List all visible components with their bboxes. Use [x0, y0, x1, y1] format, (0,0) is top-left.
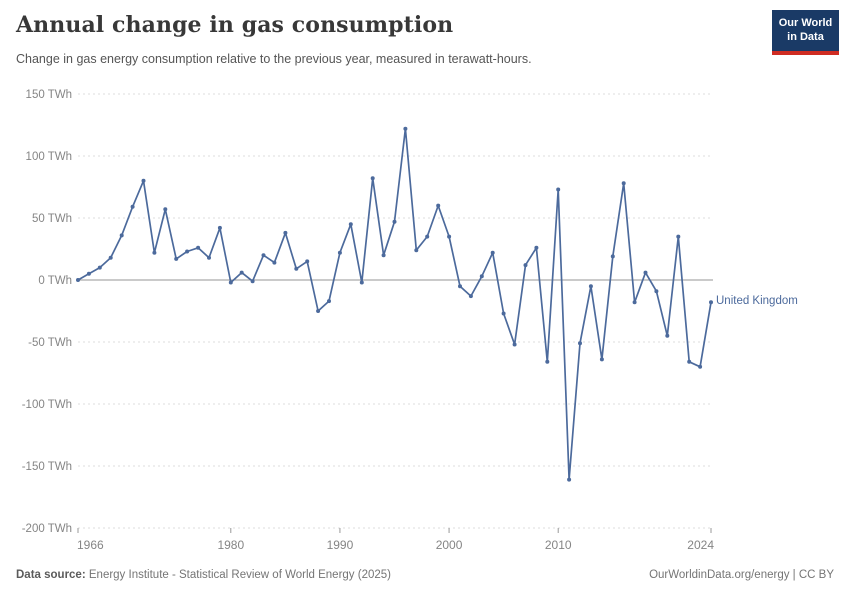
svg-text:-50 TWh: -50 TWh — [28, 337, 72, 349]
svg-text:-200 TWh: -200 TWh — [22, 523, 72, 535]
svg-text:1990: 1990 — [327, 538, 354, 552]
owid-logo-line2: in Data — [787, 31, 824, 44]
chart-title: Annual change in gas consumption — [16, 12, 454, 38]
svg-text:1966: 1966 — [77, 538, 104, 552]
svg-text:-150 TWh: -150 TWh — [22, 461, 72, 473]
x-axis-labels: 1966 1980 1990 2000 2010 2024 — [77, 528, 714, 552]
gridlines — [78, 93, 713, 529]
svg-text:2010: 2010 — [545, 538, 572, 552]
y-axis-labels: 150 TWh 100 TWh 50 TWh 0 TWh -50 TWh -100 TWh… — [22, 89, 72, 535]
svg-text:50 TWh: 50 TWh — [32, 213, 72, 225]
svg-text:150 TWh: 150 TWh — [26, 89, 72, 101]
data-source-line[interactable]: Data source: Energy Institute - Statisti… — [16, 569, 391, 581]
owid-logo[interactable]: Our World in Data — [772, 10, 839, 55]
data-points — [76, 126, 713, 482]
svg-text:-100 TWh: -100 TWh — [22, 399, 72, 411]
data-source-label: Data source: — [16, 569, 86, 581]
svg-text:2000: 2000 — [436, 538, 463, 552]
series-line-united-kingdom[interactable] — [77, 127, 712, 481]
series-label-united-kingdom[interactable]: United Kingdom — [716, 295, 798, 308]
svg-text:2024: 2024 — [687, 538, 714, 552]
svg-text:0 TWh: 0 TWh — [38, 275, 72, 287]
owid-logo-line1: Our World — [778, 17, 833, 29]
data-source-text: Energy Institute - Statistical Review of… — [88, 569, 391, 581]
chart-subtitle: Change in gas energy consumption relativ… — [16, 52, 532, 66]
footer-license-link[interactable]: OurWorldinData.org/energy | CC BY — [649, 569, 834, 581]
svg-text:1980: 1980 — [217, 538, 244, 552]
svg-text:100 TWh: 100 TWh — [26, 151, 72, 163]
